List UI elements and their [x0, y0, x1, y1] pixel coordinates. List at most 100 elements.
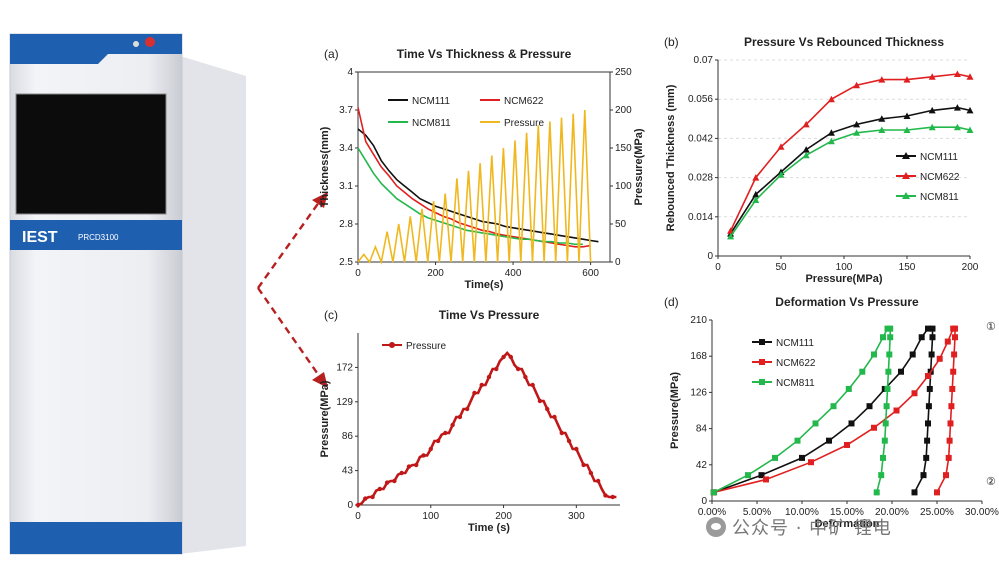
data-point — [428, 446, 433, 452]
x-tick-label: 400 — [505, 268, 522, 279]
x-tick-label: 0 — [715, 262, 721, 273]
x-tick-label: 600 — [582, 268, 599, 279]
y-axis-label: Rebounced Thickness (mm) — [665, 84, 677, 231]
data-point — [845, 385, 852, 392]
data-point — [928, 123, 936, 131]
y-axis-label: Pressure(MPa) — [669, 372, 681, 449]
data-point — [859, 368, 866, 375]
data-point — [951, 351, 958, 358]
data-point — [936, 355, 943, 362]
data-point — [464, 406, 470, 412]
data-point — [581, 462, 586, 468]
data-point — [934, 489, 940, 496]
data-point — [472, 390, 477, 396]
data-point — [827, 129, 835, 136]
data-point — [457, 414, 463, 420]
data-point — [920, 472, 927, 479]
y-tick-label: 0 — [701, 496, 707, 507]
y2-tick-label: 150 — [615, 143, 632, 154]
data-point — [827, 95, 835, 103]
data-point — [924, 437, 931, 444]
x-tick-label: 0 — [355, 511, 361, 522]
data-point — [808, 459, 814, 466]
chart-title: Pressure Vs Rebounced Thickness — [744, 35, 944, 49]
data-point — [355, 502, 361, 508]
data-point — [812, 420, 819, 427]
data-point — [435, 438, 441, 444]
data-point — [710, 489, 717, 496]
x-tick-label: 300 — [568, 511, 585, 522]
data-point — [486, 374, 492, 380]
y-tick-label: 3.4 — [339, 143, 353, 154]
data-point — [871, 351, 877, 358]
series-line-ncm111 — [357, 128, 599, 243]
legend-marker — [902, 192, 910, 199]
x-tick-label: 100 — [836, 262, 853, 273]
data-point — [949, 385, 956, 392]
x-tick-label: 200 — [962, 262, 979, 273]
data-point — [952, 325, 958, 332]
data-point — [727, 227, 735, 234]
data-point — [898, 368, 904, 375]
data-point — [903, 126, 911, 133]
legend-marker — [759, 379, 765, 385]
data-point — [443, 430, 448, 436]
legend-label: NCM622 — [920, 172, 960, 183]
y-tick-label: 0.028 — [688, 173, 713, 184]
y-tick-label: 0.042 — [688, 133, 713, 144]
y-axis-label: Thickness(mm) — [320, 126, 331, 207]
panel-label: (d) — [664, 295, 679, 309]
data-point — [880, 454, 886, 461]
y-tick-label: 0.07 — [694, 55, 714, 66]
chart-title: Time Vs Pressure — [439, 308, 540, 322]
data-point — [758, 472, 765, 479]
data-point — [370, 494, 375, 500]
data-point — [881, 437, 888, 444]
data-point — [745, 472, 751, 479]
data-point — [925, 325, 931, 332]
data-point — [953, 123, 961, 131]
x-tick-label: 25.00% — [920, 507, 954, 518]
x-tick-label: 0.00% — [698, 507, 726, 518]
data-point — [479, 382, 484, 388]
y-tick-label: 0 — [347, 500, 353, 511]
data-point — [928, 73, 936, 80]
legend-marker — [759, 359, 765, 365]
data-point — [421, 453, 426, 458]
data-point — [501, 354, 506, 360]
series-line-ncm622 — [357, 107, 591, 248]
series-line-ncm111 — [713, 327, 934, 494]
legend-label: NCM111 — [920, 152, 958, 163]
x-tick-label: 200 — [495, 511, 512, 522]
x-tick-label: 15.00% — [830, 507, 864, 518]
data-point — [948, 403, 955, 410]
data-point — [727, 232, 735, 240]
data-point — [884, 385, 891, 392]
data-point — [588, 470, 594, 476]
data-point — [802, 146, 810, 153]
data-point — [966, 106, 974, 114]
data-point — [887, 325, 894, 332]
data-point — [944, 338, 951, 345]
data-point — [947, 420, 954, 427]
data-point — [406, 464, 412, 469]
data-point — [945, 454, 952, 461]
data-point — [885, 368, 892, 375]
data-point — [574, 446, 579, 452]
legend-marker — [902, 172, 910, 179]
y-tick-label: 0.056 — [688, 94, 713, 105]
data-point — [752, 196, 760, 203]
panel-label: (b) — [664, 35, 679, 49]
legend-label: Pressure — [504, 118, 544, 129]
data-point — [399, 470, 404, 476]
data-point — [494, 366, 499, 372]
legend-marker — [759, 339, 765, 345]
data-point — [772, 454, 778, 461]
y2-tick-label: 250 — [615, 67, 632, 78]
chart-title: Time Vs Thickness & Pressure — [397, 47, 572, 61]
data-point — [880, 334, 886, 341]
watermark-text: 公众号 · 中矿 锂电 — [732, 518, 892, 539]
x-axis-label: Time(s) — [465, 279, 504, 291]
y-tick-label: 0.014 — [688, 212, 713, 223]
data-point — [966, 126, 974, 133]
